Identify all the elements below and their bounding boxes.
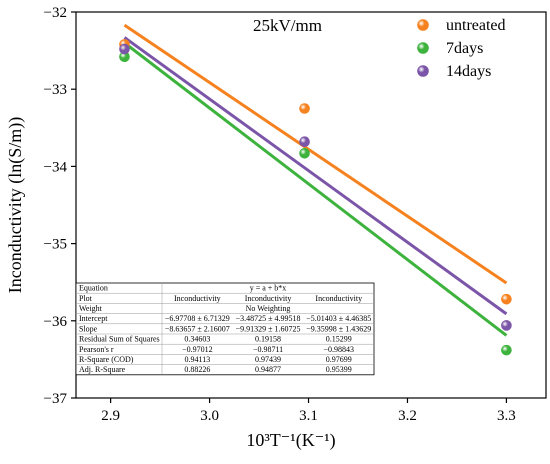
table-row-label: Plot	[79, 294, 93, 303]
table-cell: 0.15299	[326, 335, 352, 344]
table-cell: −0.98843	[323, 345, 354, 354]
table-cell: 0.97699	[326, 355, 352, 364]
y-tick-label: −34	[44, 159, 68, 175]
data-point-14days	[119, 43, 130, 55]
table-row-label: Adj. R-Square	[79, 365, 126, 374]
y-tick-label: −33	[44, 82, 67, 98]
y-axis: −32 −33 −34 −35 −36 −37	[44, 5, 76, 407]
table-cell: 0.95399	[326, 365, 352, 374]
table-cell: 0.19158	[255, 335, 281, 344]
x-tick-label: 2.9	[101, 408, 120, 424]
table-row-label: Residual Sum of Squares	[79, 335, 160, 344]
table-cell: −8.63657 ± 2.16007	[165, 324, 230, 333]
table-cell: Inconductivity	[174, 294, 221, 303]
table-cell: −3.48725 ± 4.99518	[236, 314, 301, 323]
legend-marker-7days	[417, 42, 429, 54]
legend-marker-14days	[417, 65, 429, 77]
y-tick-label: −37	[44, 391, 68, 407]
table-row-label: Equation	[79, 284, 108, 293]
table-row-label: R-Square (COD)	[79, 355, 134, 364]
legend: untreated 7days 14days	[417, 17, 506, 80]
fit-line-untreated	[123, 23, 508, 285]
data-point-14days	[501, 320, 512, 331]
table-row-label: Weight	[79, 304, 103, 313]
x-tick-label: 3.3	[497, 408, 516, 424]
table-cell: No Weighting	[246, 304, 291, 313]
y-axis-label: Inconductivity (ln(S/m))	[5, 117, 26, 293]
table-cell: Inconductivity	[315, 294, 362, 303]
x-tick-label: 3.1	[299, 408, 318, 424]
legend-label-untreated: untreated	[446, 17, 506, 34]
table-row-label: Intercept	[79, 314, 108, 323]
table-cell: −9.35998 ± 1.43629	[306, 324, 371, 333]
table-cell: 0.97439	[255, 355, 281, 364]
table-cell: 0.94877	[255, 365, 281, 374]
table-cell: y = a + b*x	[250, 284, 287, 293]
data-point-14days	[299, 136, 310, 147]
fit-line-14days	[123, 36, 508, 316]
data-point-untreated	[501, 293, 512, 305]
x-tick-label: 3.0	[200, 408, 219, 424]
fit-lines	[123, 23, 508, 337]
legend-label-7days: 7days	[446, 40, 483, 57]
y-tick-label: −35	[44, 237, 67, 253]
legend-marker-untreated	[417, 19, 429, 31]
field-strength-annotation: 25kV/mm	[253, 16, 322, 35]
y-tick-label: −32	[44, 5, 67, 21]
data-point-7days	[299, 147, 310, 159]
table-cell: −6.97708 ± 6.71329	[165, 314, 230, 323]
table-cell: −5.01403 ± 4.46385	[306, 314, 371, 323]
legend-label-14days: 14days	[446, 63, 491, 80]
data-point-untreated	[299, 103, 310, 114]
fit-line-7days	[123, 41, 508, 337]
y-tick-label: −36	[44, 314, 68, 330]
table-cell: −0.97012	[182, 345, 213, 354]
x-axis: 2.9 3.0 3.1 3.2 3.3	[101, 398, 516, 424]
table-cell: Inconductivity	[245, 294, 292, 303]
plot-frame	[75, 11, 547, 399]
table-cell: −0.98711	[253, 345, 283, 354]
data-point-7days	[501, 344, 512, 356]
table-cell: −9.91329 ± 1.60725	[236, 324, 301, 333]
table-cell: 0.34603	[184, 335, 210, 344]
table-row-label: Slope	[79, 324, 98, 333]
fit-results-table: Equation y = a + b*x Plot Inconductivity Inc…	[75, 282, 375, 376]
x-axis-label: 10³T⁻¹(K⁻¹)	[246, 430, 335, 451]
data-points	[119, 39, 512, 356]
table-cell: 0.88226	[184, 365, 210, 374]
x-tick-label: 3.2	[398, 408, 417, 424]
table-row-label: Pearson's r	[79, 345, 114, 354]
table-cell: 0.94113	[184, 355, 210, 364]
